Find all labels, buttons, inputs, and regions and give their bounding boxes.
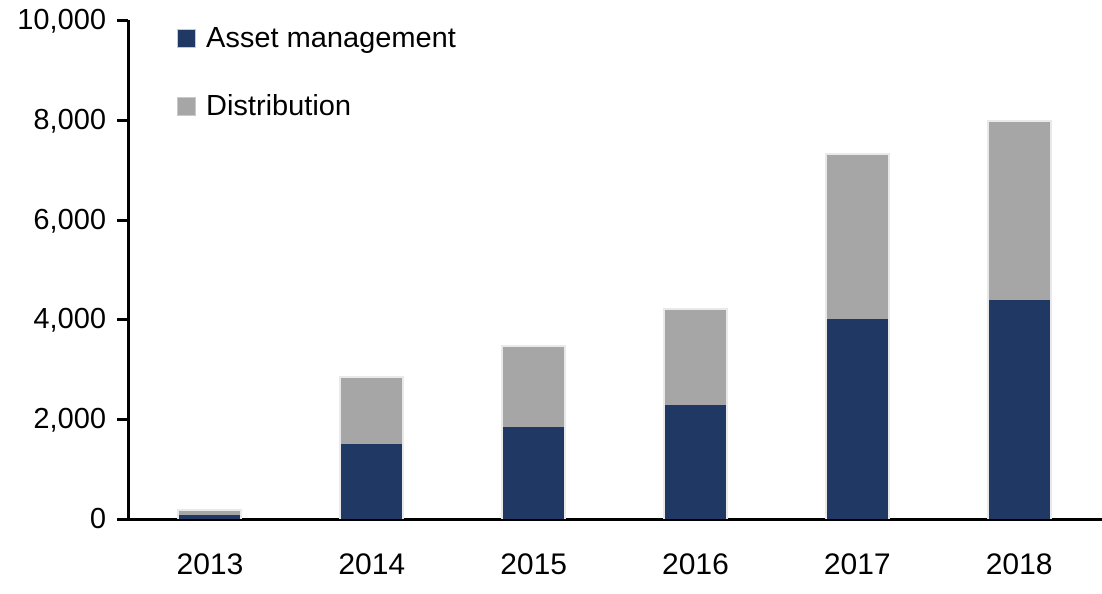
bar-2016 xyxy=(662,308,728,519)
bar-2013 xyxy=(177,509,243,519)
x-tick-label: 2018 xyxy=(985,548,1053,581)
bar-segment-distribution-2018 xyxy=(988,121,1050,301)
bar-segment-asset-management-2015 xyxy=(503,427,565,519)
bar-2014 xyxy=(339,375,405,519)
bar-segment-asset-management-2018 xyxy=(988,300,1050,519)
y-tick-label: 0 xyxy=(89,503,106,535)
bar-segment-distribution-2013 xyxy=(179,511,241,515)
bar-segment-asset-management-2016 xyxy=(664,405,726,519)
y-tick-mark xyxy=(117,418,128,422)
y-tick-mark xyxy=(117,218,128,222)
legend-label: Asset management xyxy=(206,21,456,54)
legend: Asset management Distribution xyxy=(177,20,456,156)
y-tick-mark xyxy=(117,118,128,122)
bar-segment-asset-management-2013 xyxy=(179,515,241,519)
x-tick-label: 2013 xyxy=(176,548,244,581)
bar-segment-distribution-2014 xyxy=(341,377,403,445)
x-tick-label: 2016 xyxy=(662,548,729,581)
bar-segment-asset-management-2014 xyxy=(341,444,403,519)
y-tick-mark xyxy=(117,318,128,322)
x-tick-label: 2017 xyxy=(823,548,891,581)
bar-segment-distribution-2015 xyxy=(503,346,565,428)
x-tick-label: 2014 xyxy=(338,548,406,581)
legend-swatch-icon xyxy=(177,96,196,116)
legend-swatch-icon xyxy=(177,28,196,48)
y-tick-label: 6,000 xyxy=(33,203,106,236)
legend-label: Distribution xyxy=(206,89,352,122)
y-tick-mark xyxy=(117,19,128,22)
x-tick-label: 2015 xyxy=(500,548,567,581)
x-axis-line xyxy=(127,518,1102,521)
bar-2017 xyxy=(824,152,890,519)
y-tick-label: 8,000 xyxy=(33,103,106,136)
bar-segment-distribution-2016 xyxy=(664,310,726,406)
bar-segment-asset-management-2017 xyxy=(826,318,888,519)
y-tick-mark xyxy=(117,518,128,521)
y-tick-label: 10,000 xyxy=(17,4,106,36)
y-tick-label: 4,000 xyxy=(33,303,106,336)
bar-2018 xyxy=(986,119,1052,519)
y-tick-label: 2,000 xyxy=(33,403,106,436)
legend-item: Distribution xyxy=(177,88,456,124)
bar-2015 xyxy=(501,344,567,519)
y-axis-line xyxy=(127,20,130,521)
bar-segment-distribution-2017 xyxy=(826,154,888,319)
legend-item: Asset management xyxy=(177,20,456,56)
